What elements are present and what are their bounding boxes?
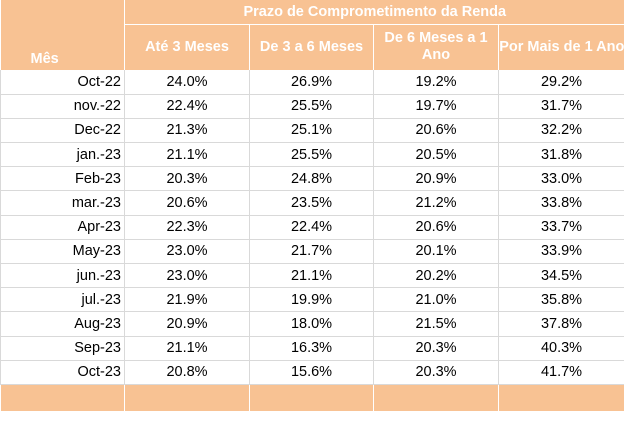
month-cell[interactable]: Oct-22: [0, 70, 125, 95]
value-cell[interactable]: 20.9%: [124, 311, 250, 337]
value-cell[interactable]: 21.7%: [249, 239, 374, 265]
value-cell[interactable]: 20.6%: [373, 215, 499, 240]
value-cell[interactable]: 24.8%: [249, 166, 374, 192]
month-cell[interactable]: jul.-23: [0, 287, 125, 313]
table-row: jun.-23 23.0% 21.1% 20.2% 34.5%: [0, 263, 624, 289]
value-cell[interactable]: 32.2%: [498, 118, 624, 144]
month-cell[interactable]: Aug-23: [0, 311, 125, 337]
table-row: Sep-23 21.1% 16.3% 20.3% 40.3%: [0, 336, 624, 361]
value-cell[interactable]: 21.3%: [124, 118, 250, 144]
month-cell[interactable]: jun.-23: [0, 263, 125, 289]
footer-cell[interactable]: [373, 384, 499, 412]
footer-cell[interactable]: [497, 384, 624, 412]
value-cell[interactable]: 20.6%: [124, 190, 250, 216]
month-cell[interactable]: Sep-23: [0, 336, 125, 361]
footer-cell[interactable]: [0, 384, 125, 412]
value-cell[interactable]: 18.0%: [249, 311, 374, 337]
value-cell[interactable]: 29.2%: [498, 70, 624, 95]
value-cell[interactable]: 16.3%: [249, 336, 374, 361]
table-row: Apr-23 22.3% 22.4% 20.6% 33.7%: [0, 215, 624, 240]
table-row: jul.-23 21.9% 19.9% 21.0% 35.8%: [0, 287, 624, 313]
table-row: May-23 23.0% 21.7% 20.1% 33.9%: [0, 239, 624, 265]
value-cell[interactable]: 34.5%: [498, 263, 624, 289]
value-cell[interactable]: 23.0%: [124, 239, 250, 265]
value-cell[interactable]: 20.3%: [373, 360, 499, 385]
value-cell[interactable]: 25.5%: [249, 142, 374, 168]
value-cell[interactable]: 15.6%: [249, 360, 374, 385]
value-cell[interactable]: 21.9%: [124, 287, 250, 313]
value-cell[interactable]: 21.1%: [124, 142, 250, 168]
footer-row: [0, 384, 624, 412]
value-cell[interactable]: 33.0%: [498, 166, 624, 192]
value-cell[interactable]: 21.0%: [373, 287, 499, 313]
value-cell[interactable]: 19.7%: [373, 94, 499, 119]
month-cell[interactable]: Oct-23: [0, 360, 125, 385]
value-cell[interactable]: 19.2%: [373, 70, 499, 95]
month-cell[interactable]: nov.-22: [0, 94, 125, 119]
value-cell[interactable]: 20.6%: [373, 118, 499, 144]
table-body: Oct-22 24.0% 26.9% 19.2% 29.2% nov.-22 22.4% 25…: [0, 70, 624, 385]
value-cell[interactable]: 19.9%: [249, 287, 374, 313]
month-cell[interactable]: Dec-22: [0, 118, 125, 144]
table-row: nov.-22 22.4% 25.5% 19.7% 31.7%: [0, 94, 624, 119]
value-cell[interactable]: 23.0%: [124, 263, 250, 289]
month-cell[interactable]: May-23: [0, 239, 125, 265]
month-cell[interactable]: jan.-23: [0, 142, 125, 168]
value-cell[interactable]: 33.8%: [498, 190, 624, 216]
value-cell[interactable]: 21.1%: [124, 336, 250, 361]
value-cell[interactable]: 22.4%: [249, 215, 374, 240]
table-row: Aug-23 20.9% 18.0% 21.5% 37.8%: [0, 311, 624, 337]
month-cell[interactable]: Feb-23: [0, 166, 125, 192]
table-row: Dec-22 21.3% 25.1% 20.6% 32.2%: [0, 118, 624, 144]
value-cell[interactable]: 20.3%: [124, 166, 250, 192]
group-title[interactable]: Prazo de Comprometimento da Renda: [123, 0, 624, 25]
value-cell[interactable]: 24.0%: [124, 70, 250, 95]
month-cell[interactable]: mar.-23: [0, 190, 125, 216]
column-header-ate-3-meses[interactable]: Até 3 Meses: [124, 24, 250, 70]
value-cell[interactable]: 20.2%: [373, 263, 499, 289]
value-cell[interactable]: 25.5%: [249, 94, 374, 119]
table-row: Oct-22 24.0% 26.9% 19.2% 29.2%: [0, 70, 624, 95]
value-cell[interactable]: 20.5%: [373, 142, 499, 168]
value-cell[interactable]: 31.8%: [498, 142, 624, 168]
value-cell[interactable]: 22.4%: [124, 94, 250, 119]
value-cell[interactable]: 20.9%: [373, 166, 499, 192]
month-cell[interactable]: Apr-23: [0, 215, 125, 240]
value-cell[interactable]: 35.8%: [498, 287, 624, 313]
value-cell[interactable]: 21.5%: [373, 311, 499, 337]
month-header[interactable]: Mês: [30, 51, 59, 67]
value-cell[interactable]: 37.8%: [498, 311, 624, 337]
value-cell[interactable]: 33.7%: [498, 215, 624, 240]
value-cell[interactable]: 20.8%: [124, 360, 250, 385]
value-cell[interactable]: 21.1%: [249, 263, 374, 289]
data-table: Mês Prazo de Comprometimento da Renda At…: [0, 0, 624, 412]
value-cell[interactable]: 40.3%: [498, 336, 624, 361]
table-row: Feb-23 20.3% 24.8% 20.9% 33.0%: [0, 166, 624, 192]
column-header-3-a-6-meses[interactable]: De 3 a 6 Meses: [249, 24, 374, 70]
value-cell[interactable]: 21.2%: [373, 190, 499, 216]
footer-cell[interactable]: [249, 384, 374, 412]
value-cell[interactable]: 33.9%: [498, 239, 624, 265]
table-row: Oct-23 20.8% 15.6% 20.3% 41.7%: [0, 360, 624, 385]
value-cell[interactable]: 26.9%: [249, 70, 374, 95]
value-cell[interactable]: 31.7%: [498, 94, 624, 119]
value-cell[interactable]: 22.3%: [124, 215, 250, 240]
column-header-6-meses-1-ano[interactable]: De 6 Meses a 1 Ano: [373, 24, 499, 70]
value-cell[interactable]: 23.5%: [249, 190, 374, 216]
column-header-mais-1-ano[interactable]: Por Mais de 1 Ano: [497, 24, 624, 70]
table-row: mar.-23 20.6% 23.5% 21.2% 33.8%: [0, 190, 624, 216]
value-cell[interactable]: 25.1%: [249, 118, 374, 144]
value-cell[interactable]: 20.3%: [373, 336, 499, 361]
table-row: jan.-23 21.1% 25.5% 20.5% 31.8%: [0, 142, 624, 168]
footer-cell[interactable]: [124, 384, 250, 412]
value-cell[interactable]: 20.1%: [373, 239, 499, 265]
value-cell[interactable]: 41.7%: [498, 360, 624, 385]
